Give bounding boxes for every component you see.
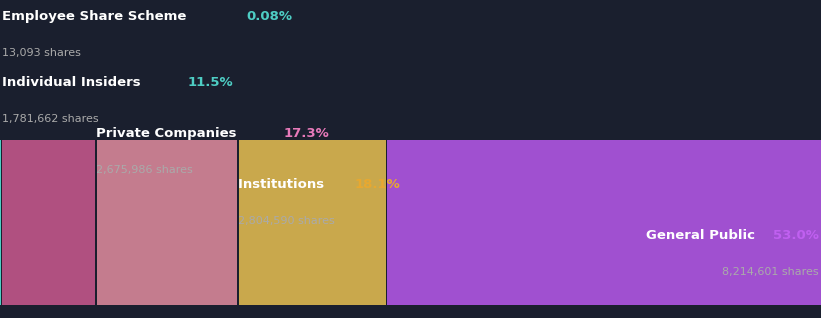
Text: 2,675,986 shares: 2,675,986 shares <box>96 165 193 175</box>
Text: 18.1%: 18.1% <box>355 178 401 191</box>
Bar <box>1 140 95 305</box>
Bar <box>386 140 821 305</box>
Text: 17.3%: 17.3% <box>283 127 329 140</box>
Text: Individual Insiders: Individual Insiders <box>2 76 145 89</box>
Bar <box>1 140 2 305</box>
Text: Private Companies: Private Companies <box>96 127 241 140</box>
Bar <box>386 140 388 305</box>
Text: General Public: General Public <box>646 229 759 242</box>
Text: Institutions: Institutions <box>238 178 328 191</box>
Bar <box>237 140 239 305</box>
Text: 11.5%: 11.5% <box>187 76 233 89</box>
Text: 0.08%: 0.08% <box>246 10 292 23</box>
Text: 1,781,662 shares: 1,781,662 shares <box>2 114 99 124</box>
Bar <box>95 140 97 305</box>
Bar <box>95 140 237 305</box>
Text: 2,804,590 shares: 2,804,590 shares <box>238 216 335 226</box>
Text: 53.0%: 53.0% <box>773 229 819 242</box>
Text: 8,214,601 shares: 8,214,601 shares <box>722 267 819 277</box>
Text: 13,093 shares: 13,093 shares <box>2 48 81 58</box>
Bar <box>237 140 386 305</box>
Text: Employee Share Scheme: Employee Share Scheme <box>2 10 191 23</box>
